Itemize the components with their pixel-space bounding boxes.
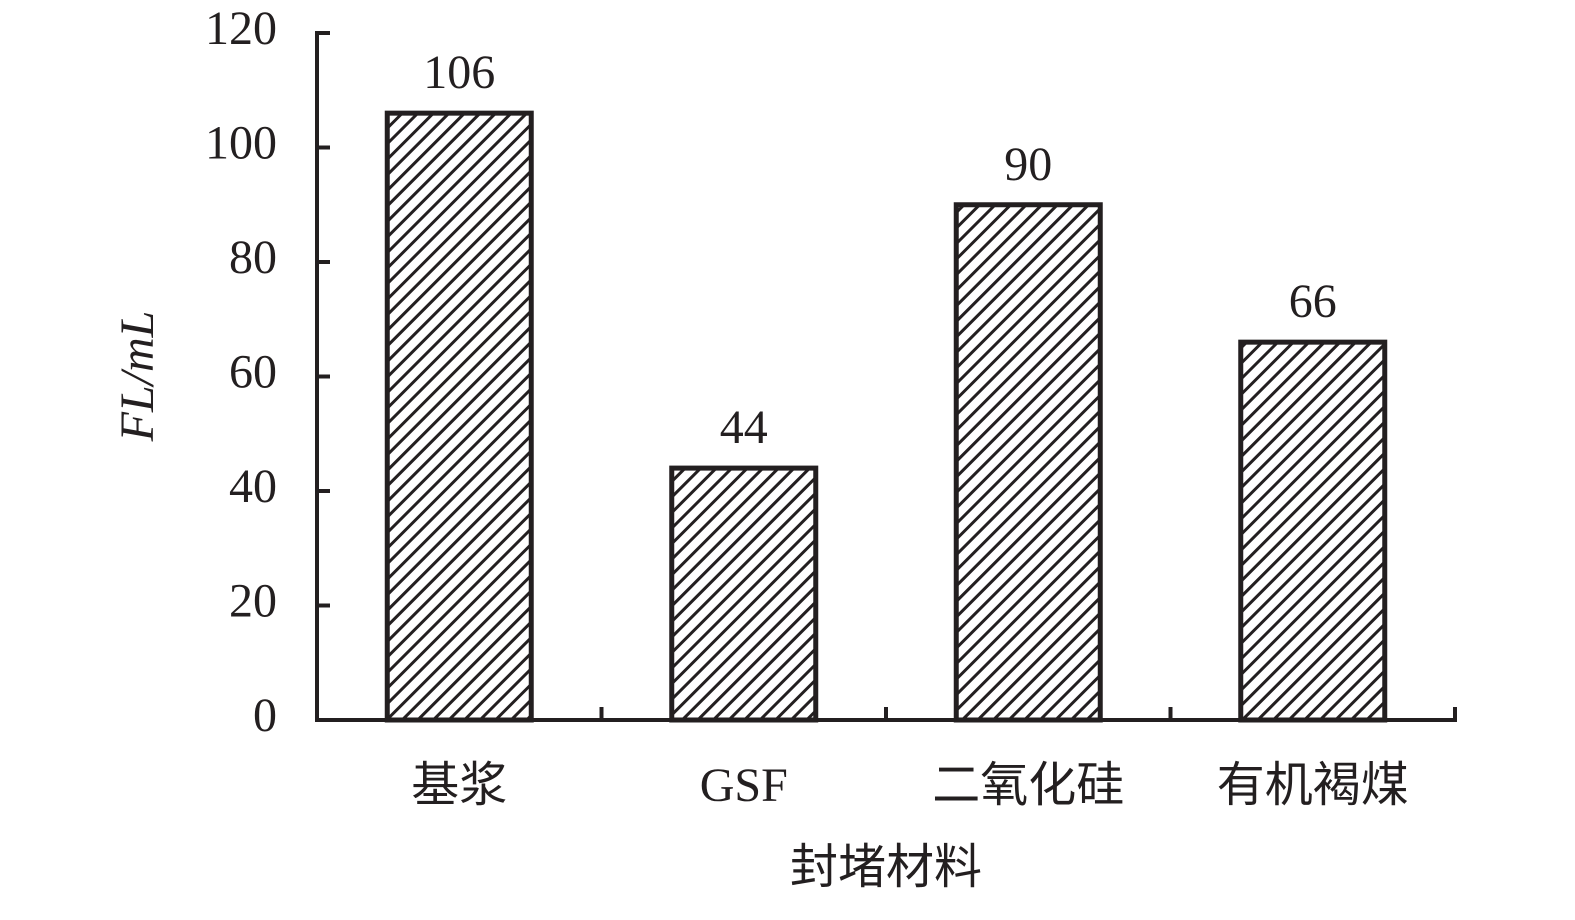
bar (1238, 339, 1388, 723)
bar (953, 202, 1103, 723)
y-axis-label: FL/mL (111, 311, 164, 443)
y-tick-label: 100 (205, 117, 277, 170)
y-tick-label: 40 (229, 460, 277, 513)
data-label: 90 (1004, 138, 1052, 191)
data-label: 66 (1289, 275, 1337, 328)
x-tick-label: 有机褐煤 (1217, 759, 1409, 812)
y-tick-label: 80 (229, 231, 277, 284)
x-tick-label: 基浆 (411, 759, 507, 812)
x-axis-label: 封堵材料 (790, 841, 982, 894)
x-tick-label: 二氧化硅 (932, 759, 1124, 812)
data-label: 106 (423, 46, 495, 99)
bar (384, 110, 534, 723)
y-tick-label: 120 (205, 2, 277, 55)
x-tick-label: GSF (700, 759, 788, 812)
bar (669, 465, 819, 723)
y-tick-label: 20 (229, 575, 277, 628)
data-label: 44 (720, 401, 768, 454)
y-tick-label: 0 (253, 689, 277, 742)
y-tick-label: 60 (229, 346, 277, 399)
